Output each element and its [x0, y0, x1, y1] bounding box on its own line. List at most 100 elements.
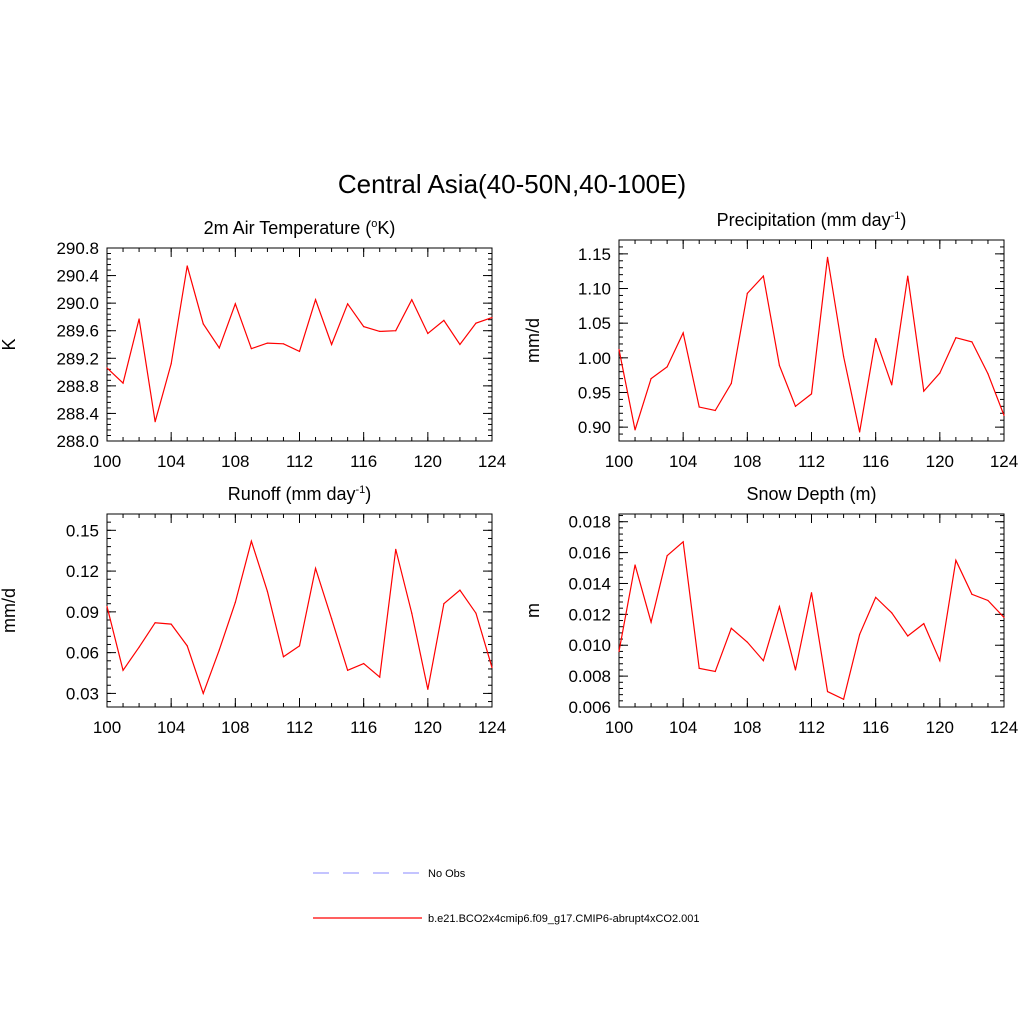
- y-tick-label: 0.95: [578, 383, 611, 402]
- y-tick-label: 1.10: [578, 280, 611, 299]
- data-point: [859, 633, 861, 636]
- y-tick-label: 290.8: [56, 239, 99, 258]
- data-point: [491, 317, 493, 319]
- x-tick-label: 104: [157, 452, 185, 471]
- x-tick-label: 124: [478, 452, 506, 471]
- series-line: [618, 540, 1005, 701]
- data-point: [363, 325, 365, 328]
- data-point: [730, 382, 732, 385]
- data-point: [682, 332, 684, 334]
- y-tick-label: 290.4: [56, 267, 99, 286]
- chart-panel-3: 100 104 108 112 116 120 124 0.03 0.06 0.09 0.12 0.1…: [0, 484, 506, 737]
- y-tick-label: 289.2: [56, 349, 99, 368]
- y-tick-label: 0.008: [568, 667, 611, 686]
- data-point: [266, 342, 269, 344]
- y-axis-label: mm/d: [523, 318, 543, 363]
- x-tick-label: 108: [733, 452, 761, 471]
- x-tick-label: 100: [605, 718, 633, 737]
- y-tick-label: 1.15: [578, 245, 611, 264]
- data-point: [138, 318, 140, 320]
- data-point: [891, 384, 893, 386]
- data-point: [907, 275, 909, 277]
- data-point: [714, 670, 716, 673]
- y-tick-label: 0.018: [568, 513, 611, 532]
- plot-frame: [618, 513, 1005, 708]
- data-point: [826, 690, 829, 693]
- y-tick-label: 1.00: [578, 349, 611, 368]
- data-point: [794, 405, 797, 407]
- data-point: [475, 322, 477, 324]
- data-point: [395, 548, 397, 550]
- data-point: [411, 299, 413, 301]
- x-tick-label: 116: [350, 718, 377, 737]
- data-point: [746, 641, 748, 643]
- data-point: [939, 372, 941, 374]
- panel-title: Snow Depth (m): [746, 484, 876, 504]
- data-point: [810, 393, 813, 395]
- data-point: [762, 275, 764, 277]
- data-point: [794, 669, 797, 671]
- legend: No Obs b.e21.BCO2x4cmip6.f09_g17.CMIP6-ab…: [313, 868, 700, 925]
- y-tick-label: 1.05: [578, 314, 611, 333]
- data-point: [122, 669, 124, 671]
- data-point: [971, 341, 973, 343]
- data-point: [891, 612, 893, 614]
- legend-label: b.e21.BCO2x4cmip6.f09_g17.CMIP6-abrupt4x…: [428, 913, 700, 925]
- y-axis-label: mm/d: [0, 588, 19, 633]
- x-tick-label: 120: [414, 452, 442, 471]
- y-tick-label: 0.016: [568, 544, 611, 563]
- data-point: [907, 635, 909, 637]
- data-point: [154, 622, 156, 624]
- data-point: [939, 660, 941, 662]
- series-line: [618, 257, 1005, 433]
- data-point: [250, 540, 252, 542]
- plot-frame: [106, 513, 493, 708]
- y-axis-label: m: [523, 603, 543, 618]
- y-tick-label: 288.4: [56, 404, 99, 423]
- data-point: [875, 596, 877, 598]
- panel-title: Runoff (mm day-1): [228, 484, 372, 504]
- data-point: [634, 564, 636, 566]
- data-point: [698, 667, 700, 670]
- data-point: [826, 256, 829, 258]
- data-point: [106, 367, 108, 369]
- data-point: [347, 303, 349, 305]
- data-point: [778, 364, 781, 367]
- data-point: [218, 649, 220, 651]
- data-point: [202, 692, 204, 695]
- y-tick-label: 0.012: [568, 605, 611, 624]
- x-tick-label: 108: [221, 718, 249, 737]
- data-point: [778, 606, 781, 608]
- plot-frame: [618, 239, 1005, 442]
- chart-panel-2: 100 104 108 112 116 120 124 0.90 0.95 1.00 1.05 1.1…: [523, 210, 1018, 471]
- data-point: [202, 323, 204, 325]
- x-tick-label: 104: [669, 452, 697, 471]
- data-point: [282, 656, 285, 658]
- x-tick-label: 116: [862, 452, 889, 471]
- data-point: [218, 347, 220, 349]
- data-point: [859, 431, 861, 433]
- x-tick-label: 112: [798, 452, 825, 471]
- y-tick-label: 0.03: [66, 684, 99, 703]
- data-point: [330, 343, 333, 346]
- y-tick-label: 0.014: [568, 574, 611, 593]
- data-point: [395, 330, 397, 332]
- data-point: [1003, 616, 1005, 619]
- data-point: [411, 612, 413, 614]
- chart-panel-4: 100 104 108 112 116 120 124 0.006 0.008 0.010 0.01…: [523, 484, 1018, 737]
- data-point: [106, 605, 108, 608]
- data-point: [842, 698, 845, 700]
- y-tick-label: 289.6: [56, 322, 99, 341]
- legend-label: No Obs: [428, 868, 466, 880]
- data-point: [443, 319, 445, 321]
- x-tick-label: 108: [733, 718, 761, 737]
- data-point: [459, 343, 461, 346]
- y-tick-label: 290.0: [56, 294, 99, 313]
- data-point: [923, 390, 925, 392]
- y-tick-label: 0.06: [66, 644, 99, 663]
- data-point: [714, 409, 716, 412]
- data-point: [987, 373, 989, 375]
- x-tick-label: 124: [990, 718, 1018, 737]
- x-tick-label: 124: [478, 718, 506, 737]
